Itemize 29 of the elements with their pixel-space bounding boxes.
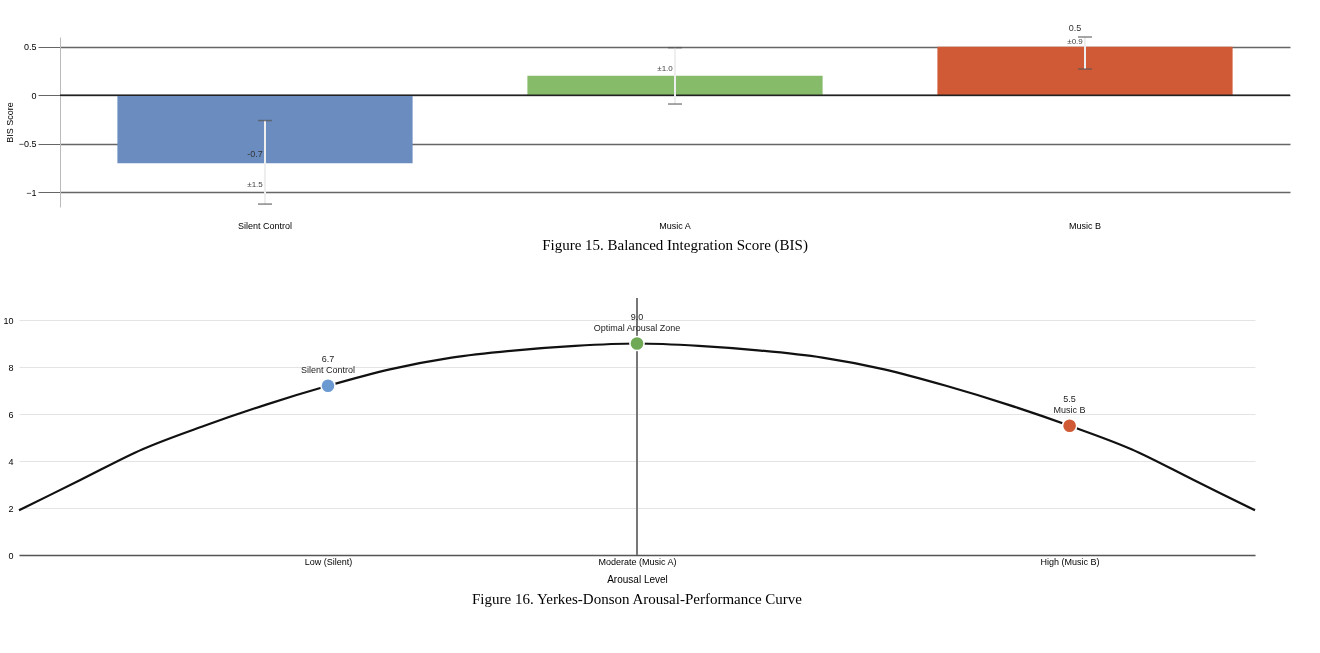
y-tick-label: 4 xyxy=(8,456,14,467)
y-tick-label: −0.5 xyxy=(18,139,37,150)
y-tick-label: 8 xyxy=(8,362,14,373)
annotation: ±0.9 xyxy=(1067,36,1084,46)
text: Figure 16. Yerkes-Donson Arousal-Performance Curve xyxy=(472,591,803,607)
annotation: ±1.0 xyxy=(657,64,674,74)
x-tick-label: Music B xyxy=(1068,220,1102,231)
y-tick-label: 10 xyxy=(3,315,14,326)
y-tick-label: 0 xyxy=(8,550,14,561)
annotation: 6.7 xyxy=(321,353,335,364)
x-axis-title: Arousal Level xyxy=(607,573,668,585)
annotation: ±1.5 xyxy=(247,179,264,189)
annotation: 5.5 xyxy=(1063,393,1076,404)
annotation: Music B xyxy=(1053,404,1086,415)
x-tick-label: Silent Control xyxy=(237,220,293,231)
data-label: 0.5 xyxy=(1068,23,1082,33)
y-tick-label: −1 xyxy=(26,187,37,198)
x-tick-label: Moderate (Music A) xyxy=(598,556,677,567)
y-axis-title: BIS Score xyxy=(4,102,15,143)
x-tick-label: Low (Silent) xyxy=(304,556,353,567)
annotation: Silent Control xyxy=(300,364,356,375)
x-tick-label: High (Music B) xyxy=(1040,556,1100,567)
y-tick-label: 0 xyxy=(31,90,37,101)
y-tick-label: 0.5 xyxy=(23,42,37,53)
text: Figure 15. Balanced Integration Score (BIS) xyxy=(542,237,808,254)
data-label: -0.7 xyxy=(247,149,263,160)
x-tick-label: Music A xyxy=(659,220,691,231)
y-tick-label: 2 xyxy=(8,503,14,514)
y-tick-label: 6 xyxy=(8,409,14,420)
